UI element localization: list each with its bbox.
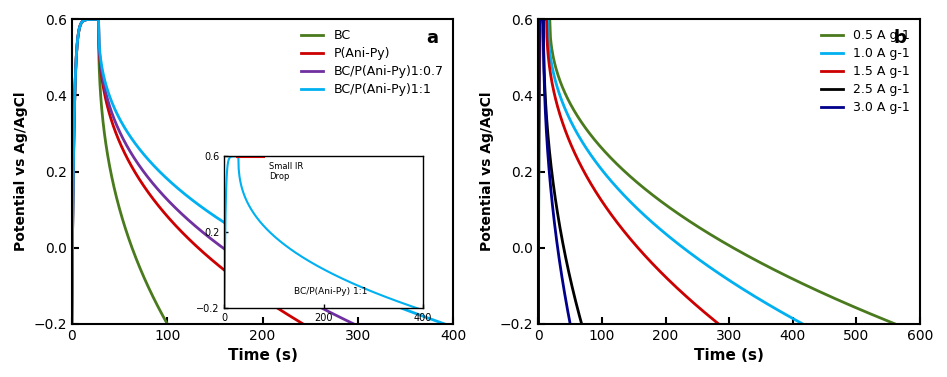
Legend: 0.5 A g-1, 1.0 A g-1, 1.5 A g-1, 2.5 A g-1, 3.0 A g-1: 0.5 A g-1, 1.0 A g-1, 1.5 A g-1, 2.5 A g…: [817, 26, 914, 118]
Y-axis label: Potential vs Ag/AgCl: Potential vs Ag/AgCl: [480, 92, 494, 251]
X-axis label: Time (s): Time (s): [227, 348, 297, 363]
Legend: BC, P(Ani-Py), BC/P(Ani-Py)1:0.7, BC/P(Ani-Py)1:1: BC, P(Ani-Py), BC/P(Ani-Py)1:0.7, BC/P(A…: [297, 26, 447, 100]
Text: a: a: [427, 29, 438, 46]
Y-axis label: Potential vs Ag/AgCl: Potential vs Ag/AgCl: [14, 92, 27, 251]
X-axis label: Time (s): Time (s): [694, 348, 764, 363]
Text: b: b: [893, 29, 906, 46]
